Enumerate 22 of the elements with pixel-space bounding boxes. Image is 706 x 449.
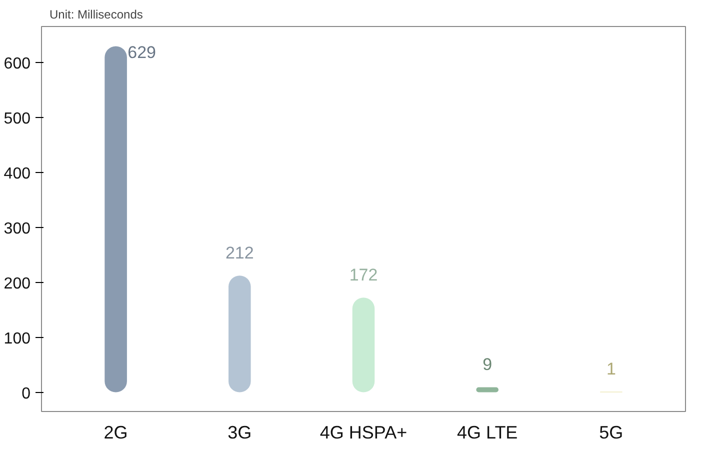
data-label: 1 xyxy=(606,360,616,379)
y-tick-label: 500 xyxy=(4,110,31,128)
y-tick-label: 200 xyxy=(4,275,31,292)
data-label: 172 xyxy=(349,266,378,285)
x-tick-label: 5G xyxy=(599,422,624,442)
x-tick-label: 3G xyxy=(228,422,252,442)
x-tick-label: 2G xyxy=(104,422,128,442)
y-tick-label: 100 xyxy=(4,330,31,348)
bar xyxy=(352,298,375,392)
data-label: 629 xyxy=(128,43,156,62)
bar xyxy=(228,276,251,392)
bar xyxy=(104,46,127,392)
chart-title: Unit: Milliseconds xyxy=(50,8,143,22)
y-tick-label: 300 xyxy=(4,220,31,238)
x-tick-label: 4G LTE xyxy=(457,422,518,442)
x-tick-label: 4G HSPA+ xyxy=(320,422,408,442)
y-tick-label: 0 xyxy=(22,385,31,402)
bar xyxy=(476,387,498,392)
y-tick-label: 600 xyxy=(4,55,31,72)
data-label: 9 xyxy=(482,355,492,374)
data-label: 212 xyxy=(225,244,254,263)
y-tick-label: 400 xyxy=(4,165,31,182)
